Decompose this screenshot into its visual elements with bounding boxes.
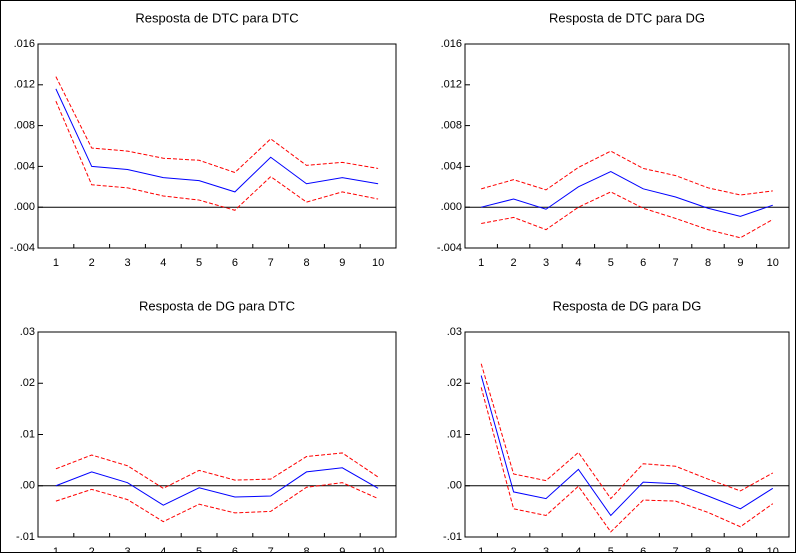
x-tick-label: 5 xyxy=(608,257,614,269)
x-tick-label: 2 xyxy=(511,257,517,269)
chart-title: Resposta de DTC para DG xyxy=(549,10,705,25)
y-tick-label: .012 xyxy=(14,79,35,91)
x-tick-label: 6 xyxy=(640,257,646,269)
series-line xyxy=(55,452,379,489)
x-tick-label: 5 xyxy=(196,257,202,269)
y-tick-label: .008 xyxy=(14,120,35,132)
x-tick-label: 5 xyxy=(196,546,202,553)
x-tick-label: 4 xyxy=(575,257,581,269)
x-tick-label: 8 xyxy=(303,257,309,269)
x-tick-label: 8 xyxy=(705,257,711,269)
x-tick-label: 2 xyxy=(89,257,95,269)
x-tick-label: 9 xyxy=(339,546,345,553)
x-tick-label: 10 xyxy=(372,257,384,269)
x-tick-label: 4 xyxy=(575,546,581,553)
series-line xyxy=(480,363,774,500)
x-tick-label: 1 xyxy=(53,257,59,269)
x-tick-label: 3 xyxy=(124,257,130,269)
x-tick-label: 4 xyxy=(160,546,166,553)
y-tick-label: .004 xyxy=(14,160,35,172)
x-tick-label: 9 xyxy=(737,546,743,553)
x-tick-label: 1 xyxy=(478,257,484,269)
x-tick-label: 4 xyxy=(160,257,166,269)
x-tick-label: 2 xyxy=(89,546,95,553)
y-tick-label: .00 xyxy=(447,480,462,492)
x-tick-label: 9 xyxy=(339,257,345,269)
y-tick-label: .01 xyxy=(447,428,462,440)
series-line xyxy=(55,76,379,174)
x-tick-label: 3 xyxy=(124,546,130,553)
y-tick-label: .03 xyxy=(20,326,35,338)
y-tick-label: .016 xyxy=(441,38,462,50)
y-tick-label: -.01 xyxy=(16,531,35,543)
y-tick-label: -.004 xyxy=(437,242,462,254)
x-tick-label: 1 xyxy=(478,546,484,553)
x-tick-label: 7 xyxy=(673,257,679,269)
y-tick-label: -.01 xyxy=(443,531,462,543)
x-tick-label: 9 xyxy=(737,257,743,269)
x-tick-label: 6 xyxy=(232,546,238,553)
chart-title: Resposta de DG para DG xyxy=(553,298,702,313)
series-line xyxy=(55,482,379,523)
series-line xyxy=(481,191,774,239)
x-tick-label: 8 xyxy=(303,546,309,553)
x-tick-label: 6 xyxy=(640,546,646,553)
x-tick-label: 10 xyxy=(767,257,779,269)
y-tick-label: .008 xyxy=(441,120,462,132)
x-tick-label: 10 xyxy=(372,546,384,553)
x-tick-label: 7 xyxy=(673,546,679,553)
x-tick-label: 8 xyxy=(705,546,711,553)
series-line xyxy=(481,170,773,217)
x-tick-label: 5 xyxy=(608,546,614,553)
x-tick-label: 2 xyxy=(511,546,517,553)
series-line xyxy=(481,150,773,196)
x-tick-label: 1 xyxy=(53,546,59,553)
y-tick-label: .02 xyxy=(447,377,462,389)
y-tick-label: .016 xyxy=(14,38,35,50)
x-tick-label: 3 xyxy=(543,546,549,553)
x-tick-label: 7 xyxy=(268,546,274,553)
x-tick-label: 6 xyxy=(232,257,238,269)
y-tick-label: .000 xyxy=(14,201,35,213)
x-tick-label: 7 xyxy=(268,257,274,269)
y-tick-label: -.004 xyxy=(10,242,35,254)
chart-title: Resposta de DG para DTC xyxy=(139,298,295,313)
y-tick-label: .000 xyxy=(441,201,462,213)
series-line xyxy=(55,100,379,211)
y-tick-label: .02 xyxy=(20,377,35,389)
series-line xyxy=(55,88,379,193)
y-tick-label: .03 xyxy=(447,326,462,338)
y-tick-label: .012 xyxy=(441,79,462,91)
chart-title: Resposta de DTC para DTC xyxy=(135,10,298,25)
y-tick-label: .01 xyxy=(20,428,35,440)
y-tick-label: .004 xyxy=(441,160,462,172)
x-tick-label: 3 xyxy=(543,257,549,269)
series-line xyxy=(480,375,774,517)
x-tick-label: 10 xyxy=(767,546,779,553)
y-tick-label: .00 xyxy=(20,480,35,492)
series-line xyxy=(55,467,379,506)
